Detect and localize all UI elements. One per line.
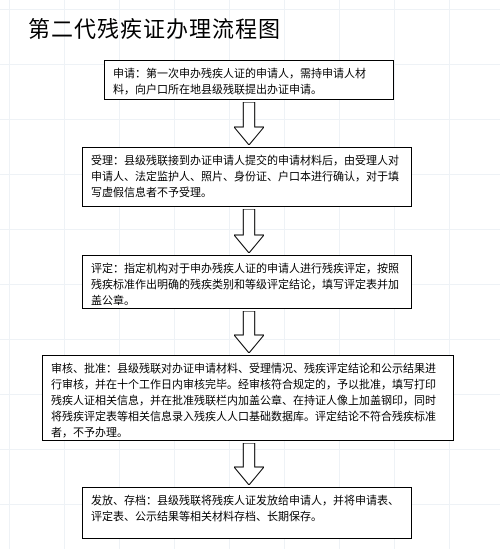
page-title: 第二代残疾证办理流程图 xyxy=(28,12,281,44)
flow-node-text: 申请：第一次申办残疾人证的申请人，需持申请人材料，向户口所在地县级残联提出办证申… xyxy=(113,68,366,96)
flow-arrow-n3-n4 xyxy=(234,311,264,353)
flow-node-text: 评定：指定机构对于申办残疾人证的申请人进行残疾评定，按照残疾标准作出明确的残疾类… xyxy=(91,263,399,307)
flow-node-n5: 发放、存档：县级残联将残疾人证发放给申请人，并将申请表、评定表、公示结果等相关材… xyxy=(82,487,412,539)
arrow-down-icon xyxy=(234,209,264,253)
flow-node-n3: 评定：指定机构对于申办残疾人证的申请人进行残疾评定，按照残疾标准作出明确的残疾类… xyxy=(82,255,412,309)
flow-arrow-n4-n5 xyxy=(234,443,264,485)
flow-node-text: 受理：县级残联接到办证申请人提交的申请材料后，由受理人对申请人、法定监护人、照片… xyxy=(91,155,399,199)
arrow-down-icon xyxy=(234,102,264,145)
flow-arrow-n2-n3 xyxy=(234,209,264,253)
flow-node-n2: 受理：县级残联接到办证申请人提交的申请材料后，由受理人对申请人、法定监护人、照片… xyxy=(82,147,412,207)
flow-arrow-n1-n2 xyxy=(234,102,264,145)
flow-node-n1: 申请：第一次申办残疾人证的申请人，需持申请人材料，向户口所在地县级残联提出办证申… xyxy=(104,60,394,100)
arrow-down-icon xyxy=(234,443,264,485)
arrow-down-icon xyxy=(234,311,264,353)
flow-node-text: 发放、存档：县级残联将残疾人证发放给申请人，并将申请表、评定表、公示结果等相关材… xyxy=(91,495,399,523)
flow-node-text: 审核、批准：县级残联对办证申请材料、受理情况、残疾评定结论和公示结果进行审核，并… xyxy=(51,363,436,439)
flow-node-n4: 审核、批准：县级残联对办证申请材料、受理情况、残疾评定结论和公示结果进行审核，并… xyxy=(42,355,454,441)
